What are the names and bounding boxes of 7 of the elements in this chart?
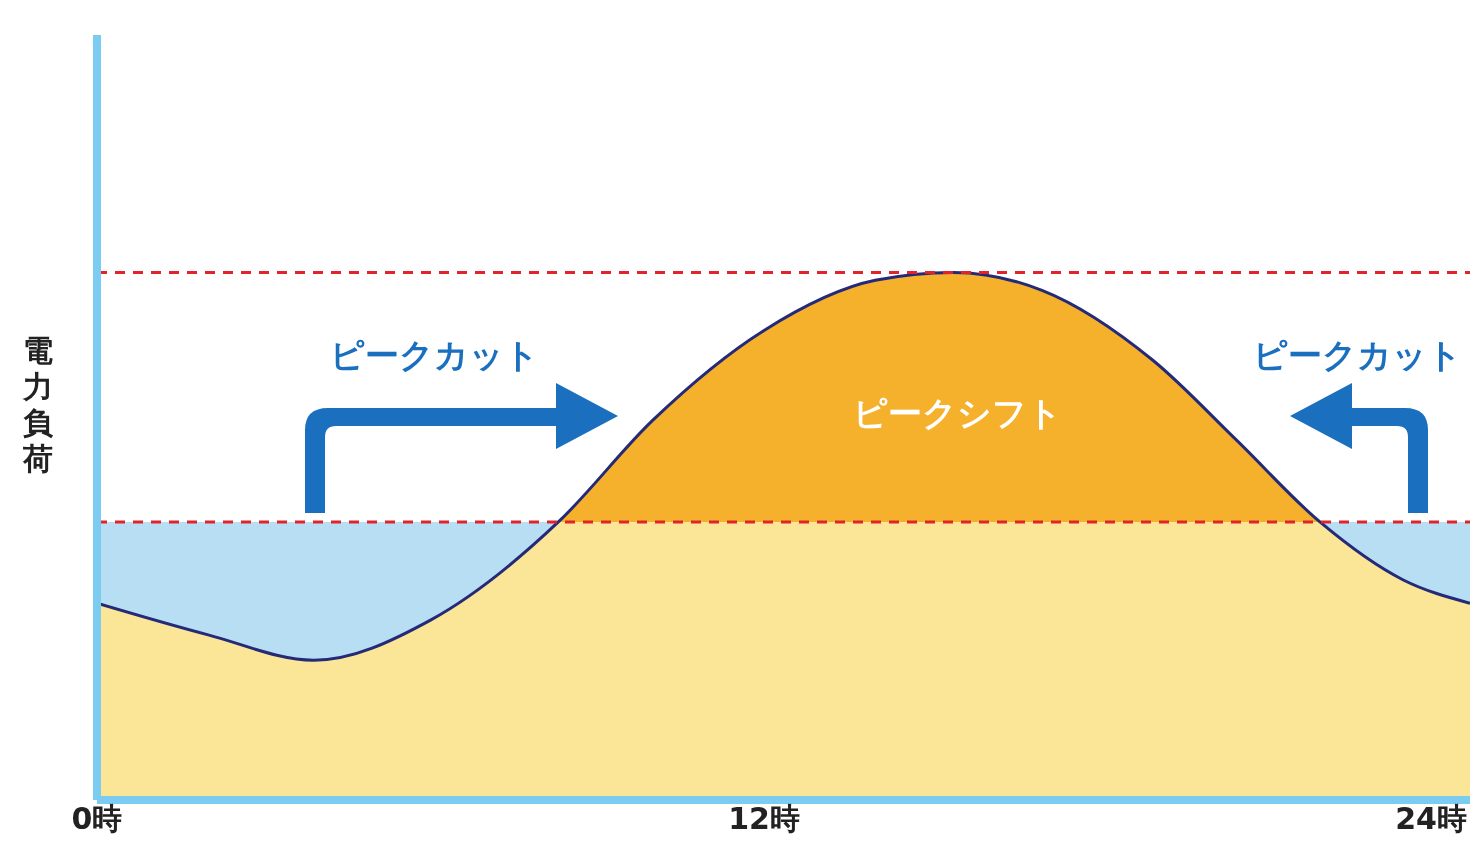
x-tick-label: 24時 — [1395, 801, 1467, 837]
annotation: ピークカット — [1253, 334, 1462, 377]
x-tick-label: 12時 — [728, 801, 800, 837]
annotation: ピークカット — [330, 334, 539, 377]
y-axis-title: 電力負荷 — [22, 333, 54, 477]
annotation: ピークシフト — [853, 392, 1062, 435]
x-tick-label: 0時 — [71, 801, 123, 837]
